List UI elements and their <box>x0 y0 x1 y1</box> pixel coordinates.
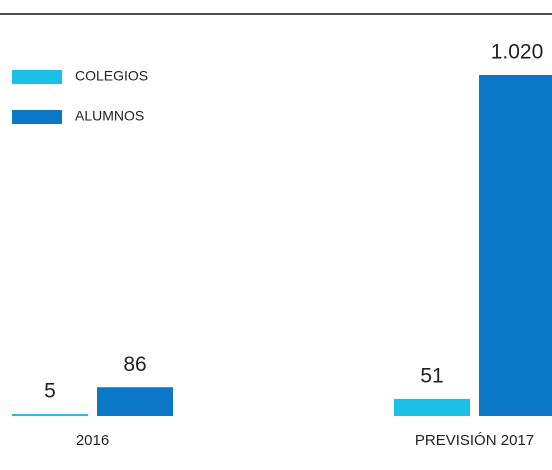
bar <box>97 387 173 416</box>
bar <box>479 75 552 416</box>
x-tick-label: PREVISIÓN 2017 <box>415 432 534 449</box>
legend-swatch <box>12 110 62 124</box>
value-label: 1.020 <box>491 41 544 64</box>
value-label: 51 <box>420 364 443 387</box>
bar <box>12 414 88 416</box>
bar <box>394 398 470 416</box>
legend-swatch <box>12 70 62 84</box>
value-label: 86 <box>123 353 146 376</box>
legend-label: ALUMNOS <box>75 108 144 124</box>
x-tick-label: 2016 <box>76 432 109 449</box>
legend-label: COLEGIOS <box>75 68 148 84</box>
value-label: 5 <box>44 380 56 403</box>
